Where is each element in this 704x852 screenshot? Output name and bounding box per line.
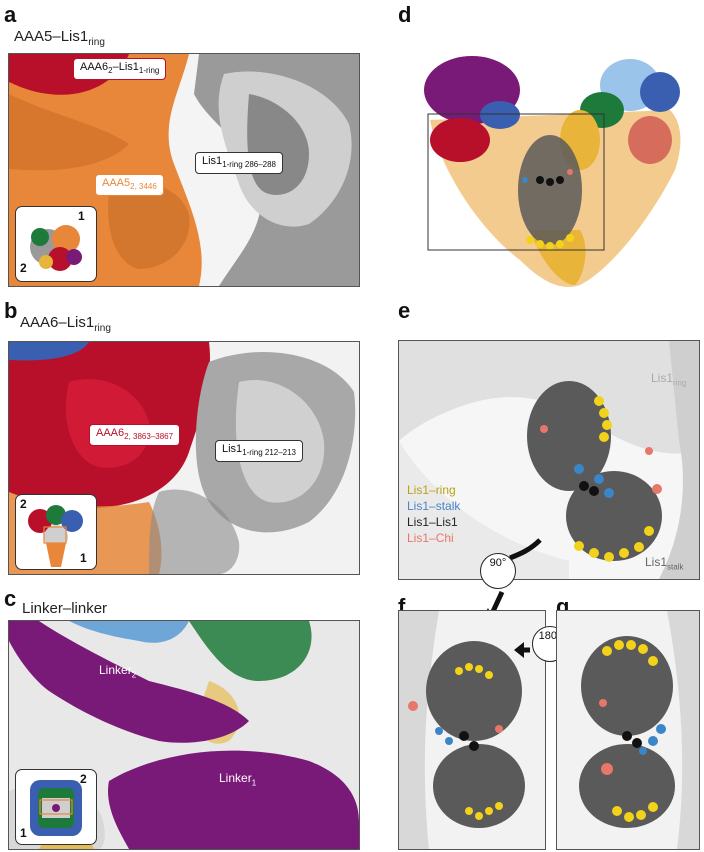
- panel-a-image: AAA62–Lis11-ring AAA52, 3446 Lis11-ring …: [8, 53, 360, 287]
- legend-lis1-ring: Lis1–ring: [407, 483, 456, 497]
- label-aaa6-lis1: AAA62–Lis11-ring: [73, 58, 167, 81]
- panel-label-c: c: [4, 586, 17, 611]
- panel-label-a: a: [4, 2, 17, 27]
- inset-c-number-1: 1: [20, 826, 27, 840]
- label-lis1-ring-212: Lis11-ring 212–213: [215, 440, 304, 463]
- panel-label-d: d: [398, 2, 412, 27]
- label-lis1-stalk-e: Lis1stalk: [645, 555, 684, 572]
- inset-b-number-1: 1: [80, 551, 87, 565]
- inset-a-number-1: 1: [78, 209, 85, 223]
- label-linker-1: Linker1: [219, 771, 257, 788]
- panel-label-e: e: [398, 298, 411, 323]
- label-aaa5: AAA52, 3446: [95, 174, 164, 197]
- label-aaa6: AAA62, 3863–3867: [89, 424, 181, 447]
- legend-lis1-lis1: Lis1–Lis1: [407, 515, 458, 529]
- panel-title-c: Linker–linker: [22, 600, 108, 617]
- panel-c-image: Linker2 Linker1 2 1: [8, 620, 360, 850]
- panel-g-image: [556, 610, 700, 850]
- inset-a-number-2: 2: [20, 261, 27, 275]
- inset-b-number-2: 2: [20, 497, 27, 511]
- panel-a-inset: 1 2: [15, 206, 97, 282]
- inset-c-number-2: 2: [80, 772, 87, 786]
- panel-label-f: f: [398, 594, 406, 619]
- panel-b-image: AAA62, 3863–3867 Lis11-ring 212–213 2 1: [8, 341, 360, 575]
- label-linker-2: Linker2: [99, 663, 137, 680]
- legend-lis1-stalk: Lis1–stalk: [407, 499, 461, 513]
- panel-title-a: AAA5–Lis1ring: [14, 28, 105, 48]
- panel-b-inset: 2 1: [15, 494, 97, 570]
- label-lis1-ring-286: Lis11-ring 286–288: [195, 152, 284, 175]
- panel-title-b: AAA6–Lis1ring: [20, 314, 111, 334]
- panel-c-inset: 2 1: [15, 769, 97, 845]
- rotation-180-icon: 180°: [532, 626, 568, 662]
- panel-label-b: b: [4, 298, 18, 323]
- label-lis1-ring-e: Lis1ring: [651, 371, 687, 388]
- panel-e-image: Lis1ring Lis1stalk Lis1–ring Lis1–stalk …: [398, 340, 700, 580]
- rotation-90-icon: 90°: [480, 553, 516, 589]
- panel-d-image: [420, 30, 690, 292]
- legend-lis1-chi: Lis1–Chi: [407, 531, 454, 545]
